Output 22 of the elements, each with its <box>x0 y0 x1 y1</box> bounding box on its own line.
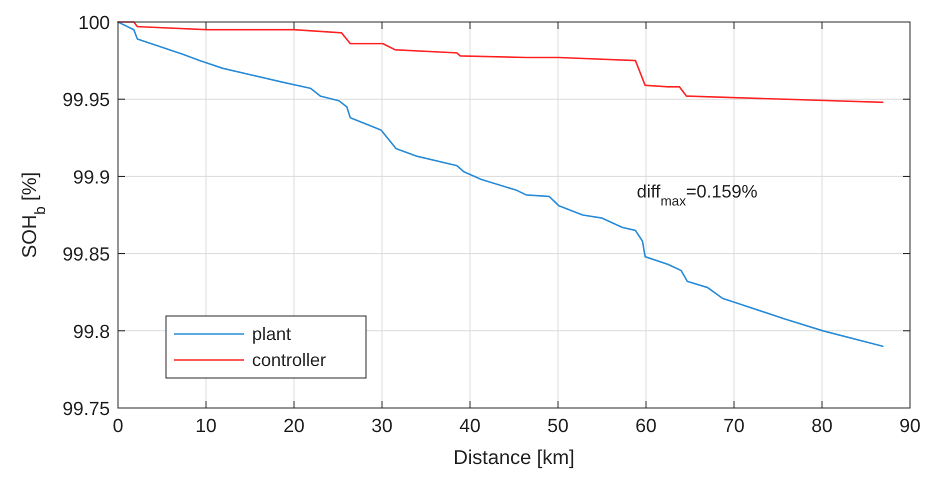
y-tick-label: 99.8 <box>73 322 110 343</box>
x-tick-label: 60 <box>635 416 657 437</box>
x-tick-label: 40 <box>459 416 481 437</box>
legend-label: controller <box>252 350 326 370</box>
x-axis-title: Distance [km] <box>453 447 575 469</box>
x-tick-label: 20 <box>283 416 305 437</box>
line-series <box>117 21 884 104</box>
y-tick-label: 99.9 <box>73 167 110 188</box>
x-tick-label: 50 <box>547 416 569 437</box>
x-tick-label: 0 <box>112 416 124 437</box>
x-tick-label: 70 <box>723 416 745 437</box>
y-tick-label: 99.95 <box>62 90 110 112</box>
line-series <box>117 21 884 348</box>
x-tick-label: 10 <box>195 416 217 437</box>
annotation: diff$_{max}$=0.159% <box>636 182 758 208</box>
x-tick-label: 90 <box>899 416 921 437</box>
x-tick-label: 80 <box>811 416 833 437</box>
y-tick-label: 99.85 <box>62 244 110 266</box>
x-tick-label: 30 <box>371 416 393 437</box>
y-tick-label: 100 <box>78 13 110 34</box>
y-tick-label: 99.75 <box>62 399 110 420</box>
legend-label: plant <box>252 324 292 344</box>
